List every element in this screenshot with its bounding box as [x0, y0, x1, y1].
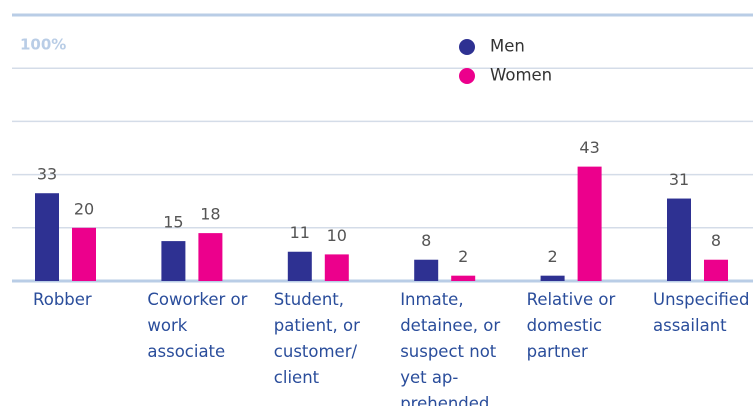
- bar: [414, 259, 439, 281]
- x-tick-label: Robber: [33, 290, 92, 309]
- bar: [198, 233, 223, 281]
- bar: [577, 166, 602, 281]
- value-label: 2: [458, 247, 468, 266]
- x-tick-label: Student, patient, or customer/ client: [273, 290, 360, 387]
- bar: [667, 198, 691, 281]
- bar: [72, 227, 96, 281]
- x-tick-label: Coworker or work associate: [147, 290, 248, 361]
- bar: [704, 259, 728, 281]
- value-label: 8: [711, 231, 721, 250]
- bar: [35, 193, 59, 281]
- value-label: 8: [421, 231, 431, 250]
- bar: [540, 275, 565, 281]
- value-label: 18: [200, 205, 220, 224]
- value-label: 2: [548, 247, 558, 266]
- legend-label: Women: [490, 66, 552, 85]
- value-label: 15: [163, 213, 183, 232]
- x-tick-label: Unspecified assailant: [653, 290, 750, 335]
- legend-label: Men: [490, 37, 525, 56]
- value-label: 43: [579, 138, 599, 157]
- value-label: 33: [37, 165, 57, 184]
- x-tick-label: Relative or domestic partner: [526, 290, 616, 361]
- value-label: 31: [669, 170, 689, 189]
- bar: [287, 251, 312, 281]
- value-label: 20: [74, 199, 94, 218]
- y-tick-label: 100%: [20, 36, 66, 54]
- value-label: 10: [327, 226, 347, 245]
- legend-marker: [459, 39, 475, 55]
- x-tick-label: Inmate, detainee, or suspect not yet ap­…: [400, 290, 501, 406]
- bar: [451, 275, 476, 281]
- legend-marker: [459, 68, 475, 84]
- value-label: 11: [290, 223, 310, 242]
- bar: [161, 241, 186, 281]
- bar: [324, 254, 349, 281]
